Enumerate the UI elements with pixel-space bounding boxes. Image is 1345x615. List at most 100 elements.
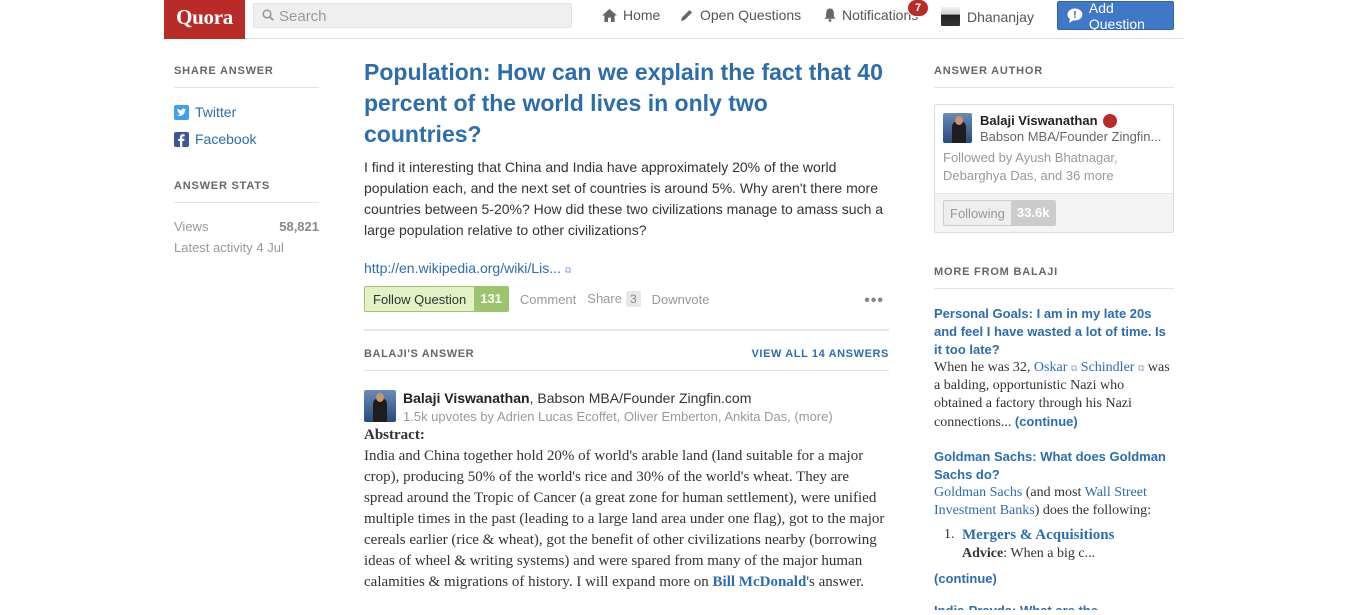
latest-activity: Latest activity 4 Jul (174, 240, 319, 255)
notification-count-badge: 7 (907, 0, 929, 17)
list-number: 1. (944, 527, 955, 542)
search-placeholder: Search (279, 8, 327, 25)
divider (364, 370, 889, 371)
author-line: Balaji Viswanathan, Babson MBA/Founder Z… (403, 390, 833, 406)
related-question-link[interactable]: Personal Goals: I am in my late 20s and … (934, 306, 1166, 357)
author-avatar[interactable] (364, 390, 396, 422)
related-item: Personal Goals: I am in my late 20s and … (934, 305, 1174, 432)
home-icon (602, 8, 617, 22)
latest-activity-text: Latest activity 4 Jul (174, 240, 284, 255)
author-card: Balaji Viswanathan Babson MBA/Founder Zi… (934, 104, 1174, 233)
answer-header: Balaji's Answer View All 14 Answers (364, 348, 889, 360)
answer-body: Abstract: India and China together hold … (364, 425, 889, 593)
continue-link[interactable]: (continue) (934, 571, 997, 586)
views-value: 58,821 (279, 219, 319, 234)
facebook-label: Facebook (195, 131, 257, 147)
card-author-name-text: Balaji Viswanathan (980, 113, 1098, 128)
nav-open-questions-label: Open Questions (700, 7, 802, 23)
share-facebook-link[interactable]: Facebook (174, 131, 319, 147)
goldman-sachs-link[interactable]: Goldman Sachs (934, 485, 1023, 500)
nav-home[interactable]: Home (602, 7, 660, 23)
share-answer-heading: Share Answer (174, 65, 274, 77)
bill-mcdonald-link[interactable]: Bill McDonald (712, 574, 807, 590)
answer-author: Balaji Viswanathan, Babson MBA/Founder Z… (364, 390, 889, 424)
twitter-icon (174, 104, 189, 120)
answer-text-end: 's answer. (806, 574, 865, 590)
view-all-answers-link[interactable]: View All 14 Answers (751, 348, 889, 360)
card-author-name[interactable]: Balaji Viswanathan (980, 113, 1161, 128)
following-count: 33.6k (1010, 201, 1056, 225)
related-question-link[interactable]: India-Pravda: What are the... (934, 602, 1174, 610)
following-label: Following (950, 205, 1005, 221)
left-sidebar: Share Answer Twitter Facebook Answer Sta… (174, 65, 319, 255)
share-button[interactable]: Share 3 (587, 291, 641, 307)
related-answer-snippet: When he was 32, Oskar ⧉ Schindler ⧉ was … (934, 359, 1174, 432)
search-icon (262, 9, 274, 21)
related-item: Goldman Sachs: What does Goldman Sachs d… (934, 448, 1174, 586)
speech-bubble-icon (1067, 8, 1083, 23)
question-actions: Follow Question 131 Comment Share 3 Downv… (364, 286, 889, 312)
card-author-avatar[interactable] (943, 113, 972, 143)
question-title-text: : How can we explain the fact that 40 pe… (364, 59, 883, 147)
card-followed-by: Followed by Ayush Bhatnagar, Debarghya D… (943, 150, 1118, 183)
user-name: Dhananjay (967, 8, 1034, 25)
question-topic-link[interactable]: Population (364, 59, 483, 85)
card-author-credential: Babson MBA/Founder Zingfin... (980, 129, 1162, 144)
author-name-link[interactable]: Balaji Viswanathan (403, 390, 530, 406)
continue-link[interactable]: (continue) (1014, 414, 1078, 429)
top-writer-badge-icon (1102, 113, 1117, 128)
facebook-icon (174, 131, 189, 147)
divider (934, 288, 1174, 289)
bell-icon (824, 8, 836, 22)
author-credential: , Babson MBA/Founder Zingfin.com (529, 390, 752, 406)
snippet-text: ) does the following: (1034, 503, 1151, 518)
schindler-link[interactable]: Schindler (1080, 360, 1135, 375)
question-source-url: http://en.wikipedia.org/wiki/Lis... (364, 260, 561, 276)
main-column: Population: How can we explain the fact … (364, 57, 889, 593)
nav-notifications[interactable]: Notifications (824, 7, 918, 23)
downvote-button[interactable]: Downvote (651, 291, 710, 307)
search-input[interactable]: Search (253, 3, 572, 28)
right-sidebar: Answer Author Balaji Viswanathan Babson … (934, 65, 1174, 610)
snippet-text: (and most (1022, 485, 1085, 500)
nav-user-profile[interactable]: Dhananjay (941, 7, 1034, 26)
question-source-link[interactable]: http://en.wikipedia.org/wiki/Lis... ⧉ (364, 260, 889, 276)
nav-home-label: Home (623, 7, 661, 23)
follow-question-count: 131 (474, 287, 508, 311)
mergers-link[interactable]: Mergers & Acquisitions (962, 527, 1115, 543)
answer-author-heading: Answer Author (934, 65, 1043, 77)
add-question-button[interactable]: Add Question (1057, 0, 1174, 32)
oskar-link[interactable]: Oskar (1033, 360, 1068, 375)
question-details: I find it interesting that China and Ind… (364, 159, 884, 238)
quora-logo[interactable]: Quora (164, 0, 245, 39)
advice-label: Advice (962, 546, 1004, 561)
share-twitter-link[interactable]: Twitter (174, 104, 319, 120)
answer-text: India and China together hold 20% of wor… (364, 448, 885, 590)
comment-button[interactable]: Comment (519, 291, 577, 307)
follow-question-button[interactable]: Follow Question 131 (364, 286, 509, 312)
add-question-label: Add Question (1088, 0, 1145, 32)
follow-question-label: Follow Question (373, 291, 467, 307)
more-from-heading: More From Balaji (934, 266, 1059, 278)
snippet-text: was a balding, opportunistic Nazi who ob… (934, 360, 1170, 430)
related-question-link[interactable]: Goldman Sachs: What does Goldman Sachs d… (934, 449, 1166, 482)
divider (934, 87, 1174, 88)
divider (174, 87, 319, 88)
question-title[interactable]: Population: How can we explain the fact … (364, 57, 889, 150)
external-link-icon: ⧉ (564, 265, 572, 275)
snippet-text: When he was 32, (934, 360, 1034, 375)
twitter-label: Twitter (195, 104, 237, 120)
nav-open-questions[interactable]: Open Questions (679, 7, 801, 23)
nav-notifications-label: Notifications (842, 7, 919, 23)
divider (174, 202, 319, 203)
top-bar: Quora Search Home Open Questions Notific… (164, 0, 1184, 39)
following-button[interactable]: Following 33.6k (943, 200, 1057, 226)
upvotes-line[interactable]: 1.5k upvotes by Adrien Lucas Ecoffet, Ol… (403, 409, 833, 424)
answer-stats-heading: Answer Stats (174, 180, 270, 192)
abstract-label: Abstract: (364, 427, 425, 443)
wall-street-link[interactable]: Wall Street Investment Banks (934, 485, 1147, 518)
views-stat: Views 58,821 (174, 219, 319, 234)
answer-heading: Balaji's Answer (364, 348, 475, 360)
user-avatar (941, 7, 960, 26)
more-options-icon[interactable]: ••• (864, 292, 884, 309)
